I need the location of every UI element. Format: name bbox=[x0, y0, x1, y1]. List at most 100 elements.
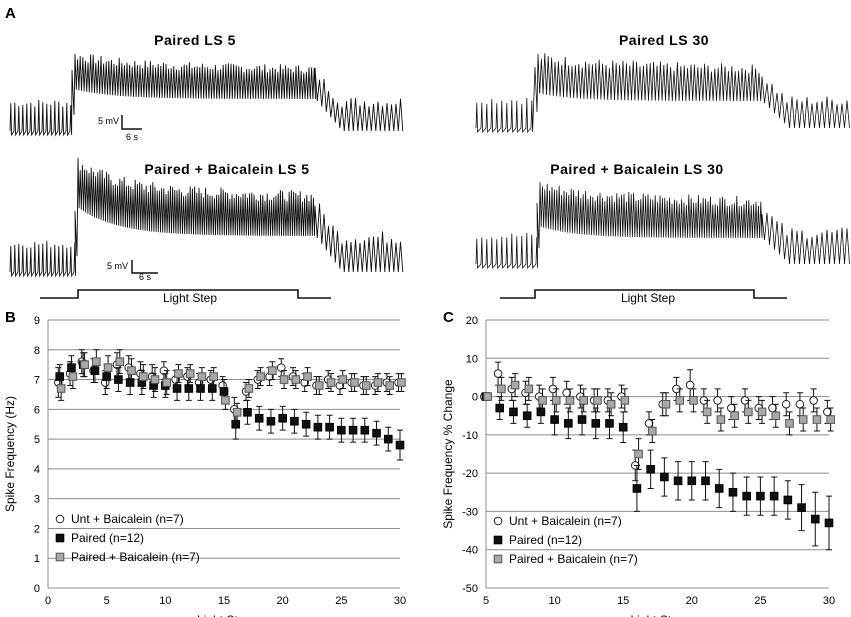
y-tick-label: 9 bbox=[34, 315, 40, 327]
data-point bbox=[301, 419, 311, 429]
x-tick-label: 5 bbox=[483, 595, 489, 607]
scale-label-mv: 5 mV bbox=[98, 116, 119, 126]
data-point bbox=[661, 399, 671, 409]
data-point bbox=[268, 366, 277, 375]
data-point bbox=[350, 378, 359, 387]
data-point bbox=[397, 378, 406, 387]
data-point bbox=[290, 416, 299, 426]
panel-label-a: A bbox=[5, 5, 16, 22]
legend-marker bbox=[55, 533, 65, 543]
data-point bbox=[593, 396, 602, 405]
spike-percent-change-chart: -50 -40 -30 -20 -10 0 10 20 5 10 15 20 25 30 Light Ste… bbox=[441, 315, 835, 617]
legend-label: Paired (n=12) bbox=[71, 531, 144, 545]
data-point bbox=[730, 411, 739, 421]
data-point bbox=[291, 375, 301, 384]
data-point bbox=[812, 415, 822, 424]
data-point bbox=[646, 465, 655, 474]
data-point bbox=[701, 476, 710, 486]
data-point bbox=[577, 415, 587, 424]
data-point bbox=[783, 495, 793, 505]
panel-label-b: B bbox=[5, 309, 16, 326]
x-tick-label: 10 bbox=[548, 595, 560, 607]
trace-title-paired-ls30: Paired LS 30 bbox=[619, 32, 709, 48]
data-point bbox=[509, 407, 518, 417]
y-tick-label: 8 bbox=[34, 345, 40, 357]
data-point bbox=[564, 419, 573, 428]
data-point bbox=[727, 403, 736, 413]
data-point bbox=[197, 372, 207, 381]
data-point bbox=[795, 399, 805, 409]
y-tick-label: -50 bbox=[462, 583, 478, 595]
data-point bbox=[276, 363, 286, 372]
data-point bbox=[314, 381, 324, 390]
data-point bbox=[483, 392, 492, 401]
data-point bbox=[550, 415, 559, 424]
data-point bbox=[728, 487, 738, 497]
data-point bbox=[689, 396, 698, 405]
data-point bbox=[647, 426, 657, 436]
data-point bbox=[826, 415, 835, 424]
data-point bbox=[196, 384, 205, 393]
scale-label-s: 6 s bbox=[126, 132, 139, 142]
data-point bbox=[809, 396, 818, 405]
legend-label: Unt + Baicalein (n=7) bbox=[509, 514, 622, 528]
data-point bbox=[632, 484, 642, 493]
legend-label: Paired (n=12) bbox=[509, 533, 582, 547]
y-tick-label: 7 bbox=[34, 375, 40, 387]
data-point bbox=[644, 419, 654, 428]
legend-marker bbox=[493, 516, 503, 526]
data-point bbox=[781, 399, 791, 409]
data-point bbox=[337, 425, 346, 435]
data-point bbox=[385, 381, 394, 390]
data-point bbox=[675, 396, 685, 405]
data-point bbox=[221, 396, 230, 405]
scale-bar-bottom: 5 mV 6 s bbox=[107, 260, 158, 282]
data-point bbox=[361, 381, 371, 390]
data-point bbox=[562, 388, 571, 398]
panel-label-c: C bbox=[443, 309, 454, 326]
data-point bbox=[713, 396, 722, 405]
x-axis-title: Light Step bbox=[630, 613, 684, 617]
data-point bbox=[90, 366, 100, 375]
data-point bbox=[115, 357, 125, 366]
data-point bbox=[383, 434, 393, 444]
data-point bbox=[56, 384, 66, 393]
data-point bbox=[127, 366, 136, 375]
data-point bbox=[278, 413, 287, 423]
data-point bbox=[716, 415, 726, 424]
series-2 bbox=[56, 349, 406, 422]
y-tick-label: -20 bbox=[462, 468, 478, 480]
legend-label: Paired + Baicalein (n=7) bbox=[509, 552, 638, 566]
x-tick-label: 30 bbox=[823, 595, 835, 607]
legend-label: Paired + Baicalein (n=7) bbox=[71, 550, 200, 564]
data-point bbox=[634, 449, 643, 459]
data-point bbox=[744, 407, 753, 417]
data-point bbox=[326, 378, 336, 387]
y-tick-label: 1 bbox=[34, 553, 40, 565]
y-tick-label: 3 bbox=[34, 494, 40, 506]
data-point bbox=[685, 380, 695, 390]
data-point bbox=[824, 518, 834, 528]
data-point bbox=[231, 419, 241, 429]
data-point bbox=[395, 440, 405, 450]
scale-label-mv-2: 5 mV bbox=[107, 261, 128, 271]
data-point bbox=[493, 369, 503, 378]
data-point bbox=[714, 484, 724, 493]
y-axis-title: Spike Frequency (Hz) bbox=[3, 396, 17, 512]
data-point bbox=[823, 407, 832, 417]
data-point bbox=[605, 419, 614, 428]
data-point bbox=[373, 378, 383, 387]
data-point bbox=[207, 384, 217, 393]
y-tick-label: 20 bbox=[466, 315, 478, 327]
data-point bbox=[687, 476, 697, 486]
data-point bbox=[338, 375, 348, 384]
data-point bbox=[174, 369, 183, 378]
data-point bbox=[702, 407, 712, 417]
legend-label: Unt + Baicalein (n=7) bbox=[71, 512, 184, 526]
series-2 bbox=[483, 373, 835, 470]
x-tick-label: 30 bbox=[394, 595, 406, 607]
data-point bbox=[92, 357, 101, 366]
data-point bbox=[67, 363, 76, 372]
trace-title-paired-ls5: Paired LS 5 bbox=[154, 32, 236, 48]
data-point bbox=[551, 396, 561, 405]
